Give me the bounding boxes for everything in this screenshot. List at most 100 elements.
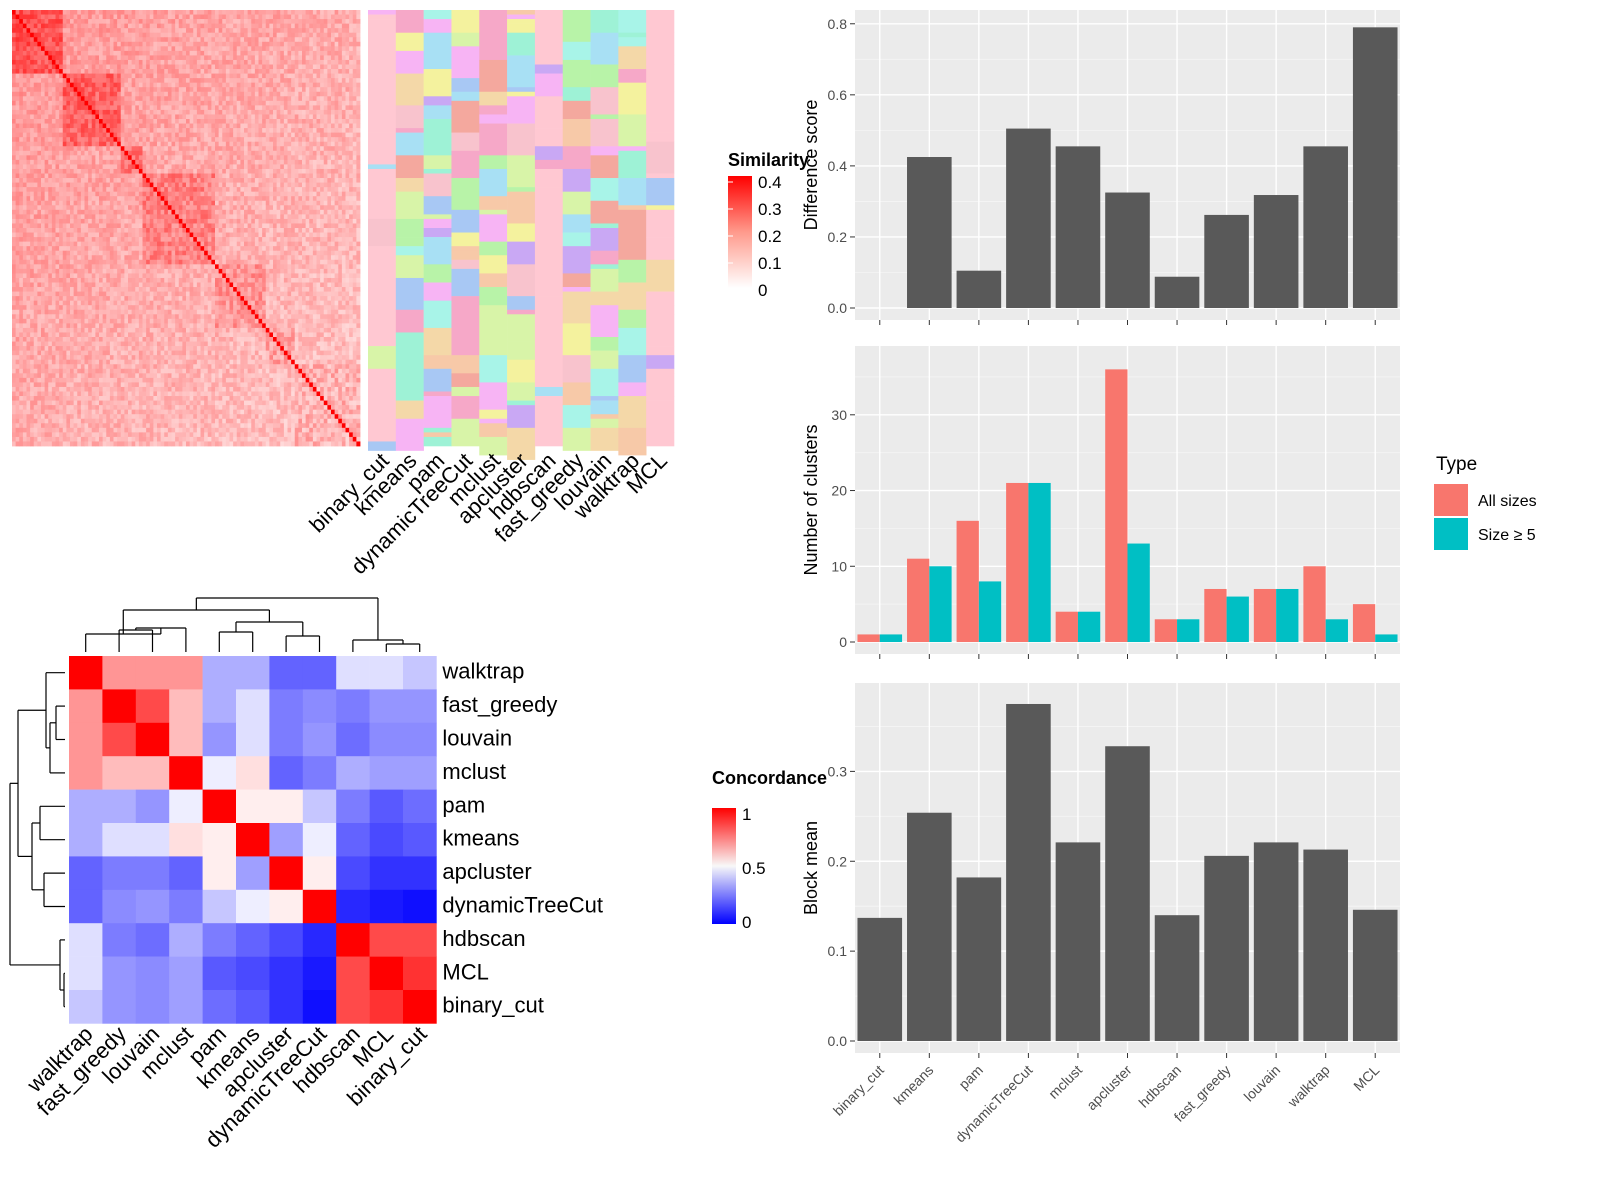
similarity-cell (323, 228, 328, 233)
similarity-cell (41, 41, 46, 47)
similarity-cell (55, 150, 60, 156)
similarity-cell (334, 205, 339, 211)
similarity-cell (109, 128, 114, 134)
similarity-cell (135, 178, 140, 183)
similarity-cell (41, 196, 46, 202)
similarity-cell (59, 55, 64, 61)
similarity-cell (305, 105, 310, 111)
similarity-cell (175, 146, 180, 152)
similarity-cell (37, 114, 42, 120)
similarity-cell (99, 168, 104, 174)
similarity-cell (120, 41, 125, 47)
similarity-cell (142, 187, 147, 193)
similarity-cell (70, 173, 75, 179)
similarity-cell (106, 114, 111, 120)
similarity-cell (95, 168, 100, 174)
similarity-cell (59, 228, 64, 233)
similarity-cell (229, 14, 234, 20)
similarity-cell (19, 37, 24, 43)
similarity-cell (88, 91, 93, 97)
similarity-cell (48, 137, 53, 143)
similarity-cell (66, 28, 71, 34)
similarity-cell (33, 155, 38, 161)
similarity-cell (244, 114, 249, 120)
similarity-cell (12, 69, 17, 74)
similarity-cell (120, 196, 125, 202)
similarity-cell (157, 59, 162, 65)
similarity-cell (113, 168, 118, 174)
similarity-cell (128, 137, 133, 143)
similarity-cell (200, 19, 205, 25)
similarity-cell (99, 78, 104, 84)
similarity-cell (218, 232, 223, 238)
similarity-cell (182, 232, 187, 238)
similarity-cell (59, 10, 64, 15)
similarity-cell (229, 241, 234, 247)
similarity-cell (48, 50, 53, 56)
similarity-cell (19, 32, 24, 38)
similarity-cell (280, 137, 285, 143)
similarity-cell (218, 200, 223, 206)
similarity-cell (233, 159, 238, 165)
similarity-cell (113, 232, 118, 238)
similarity-cell (12, 228, 17, 233)
similarity-cell (157, 19, 162, 25)
similarity-cell (262, 132, 267, 138)
similarity-cell (142, 59, 147, 65)
similarity-cell (193, 173, 198, 179)
similarity-cell (178, 23, 183, 29)
similarity-cell (66, 187, 71, 193)
similarity-cell (19, 205, 24, 211)
similarity-cell (233, 105, 238, 111)
similarity-cell (153, 69, 158, 74)
similarity-cell (135, 146, 140, 152)
similarity-cell (178, 96, 183, 102)
similarity-cell (22, 141, 27, 147)
similarity-cell (320, 73, 325, 79)
similarity-cell (146, 200, 151, 206)
similarity-cell (37, 168, 42, 174)
similarity-cell (175, 14, 180, 20)
similarity-cell (80, 69, 85, 74)
similarity-cell (251, 114, 256, 120)
similarity-cell (120, 91, 125, 97)
similarity-cell (294, 182, 299, 188)
similarity-cell (331, 218, 336, 224)
similarity-cell (320, 141, 325, 147)
similarity-cell (186, 196, 191, 202)
similarity-cell (265, 132, 270, 138)
similarity-cell (262, 123, 267, 129)
similarity-cell (124, 32, 129, 38)
similarity-cell (309, 164, 314, 170)
similarity-cell (117, 69, 122, 74)
similarity-cell (225, 232, 230, 238)
similarity-cell (109, 146, 114, 152)
similarity-cell (218, 132, 223, 138)
similarity-cell (106, 150, 111, 156)
similarity-cell (15, 168, 20, 174)
similarity-cell (352, 96, 357, 102)
similarity-cell (247, 182, 252, 188)
similarity-cell (99, 218, 104, 224)
similarity-cell (22, 10, 27, 15)
similarity-cell (175, 59, 180, 65)
similarity-cell (99, 10, 104, 15)
similarity-cell (164, 146, 169, 152)
similarity-cell (178, 232, 183, 238)
similarity-cell (211, 191, 216, 197)
similarity-cell (37, 96, 42, 102)
similarity-cell (99, 128, 104, 134)
similarity-cell (135, 128, 140, 134)
similarity-cell (334, 196, 339, 202)
similarity-cell (19, 200, 24, 206)
similarity-cell (254, 191, 259, 197)
similarity-cell (44, 237, 49, 243)
similarity-cell (182, 214, 187, 220)
similarity-cell (204, 109, 209, 115)
similarity-cell (106, 82, 111, 88)
similarity-cell (218, 91, 223, 97)
similarity-cell (244, 241, 249, 247)
similarity-cell (341, 146, 346, 152)
similarity-cell (207, 114, 212, 120)
similarity-cell (320, 191, 325, 197)
